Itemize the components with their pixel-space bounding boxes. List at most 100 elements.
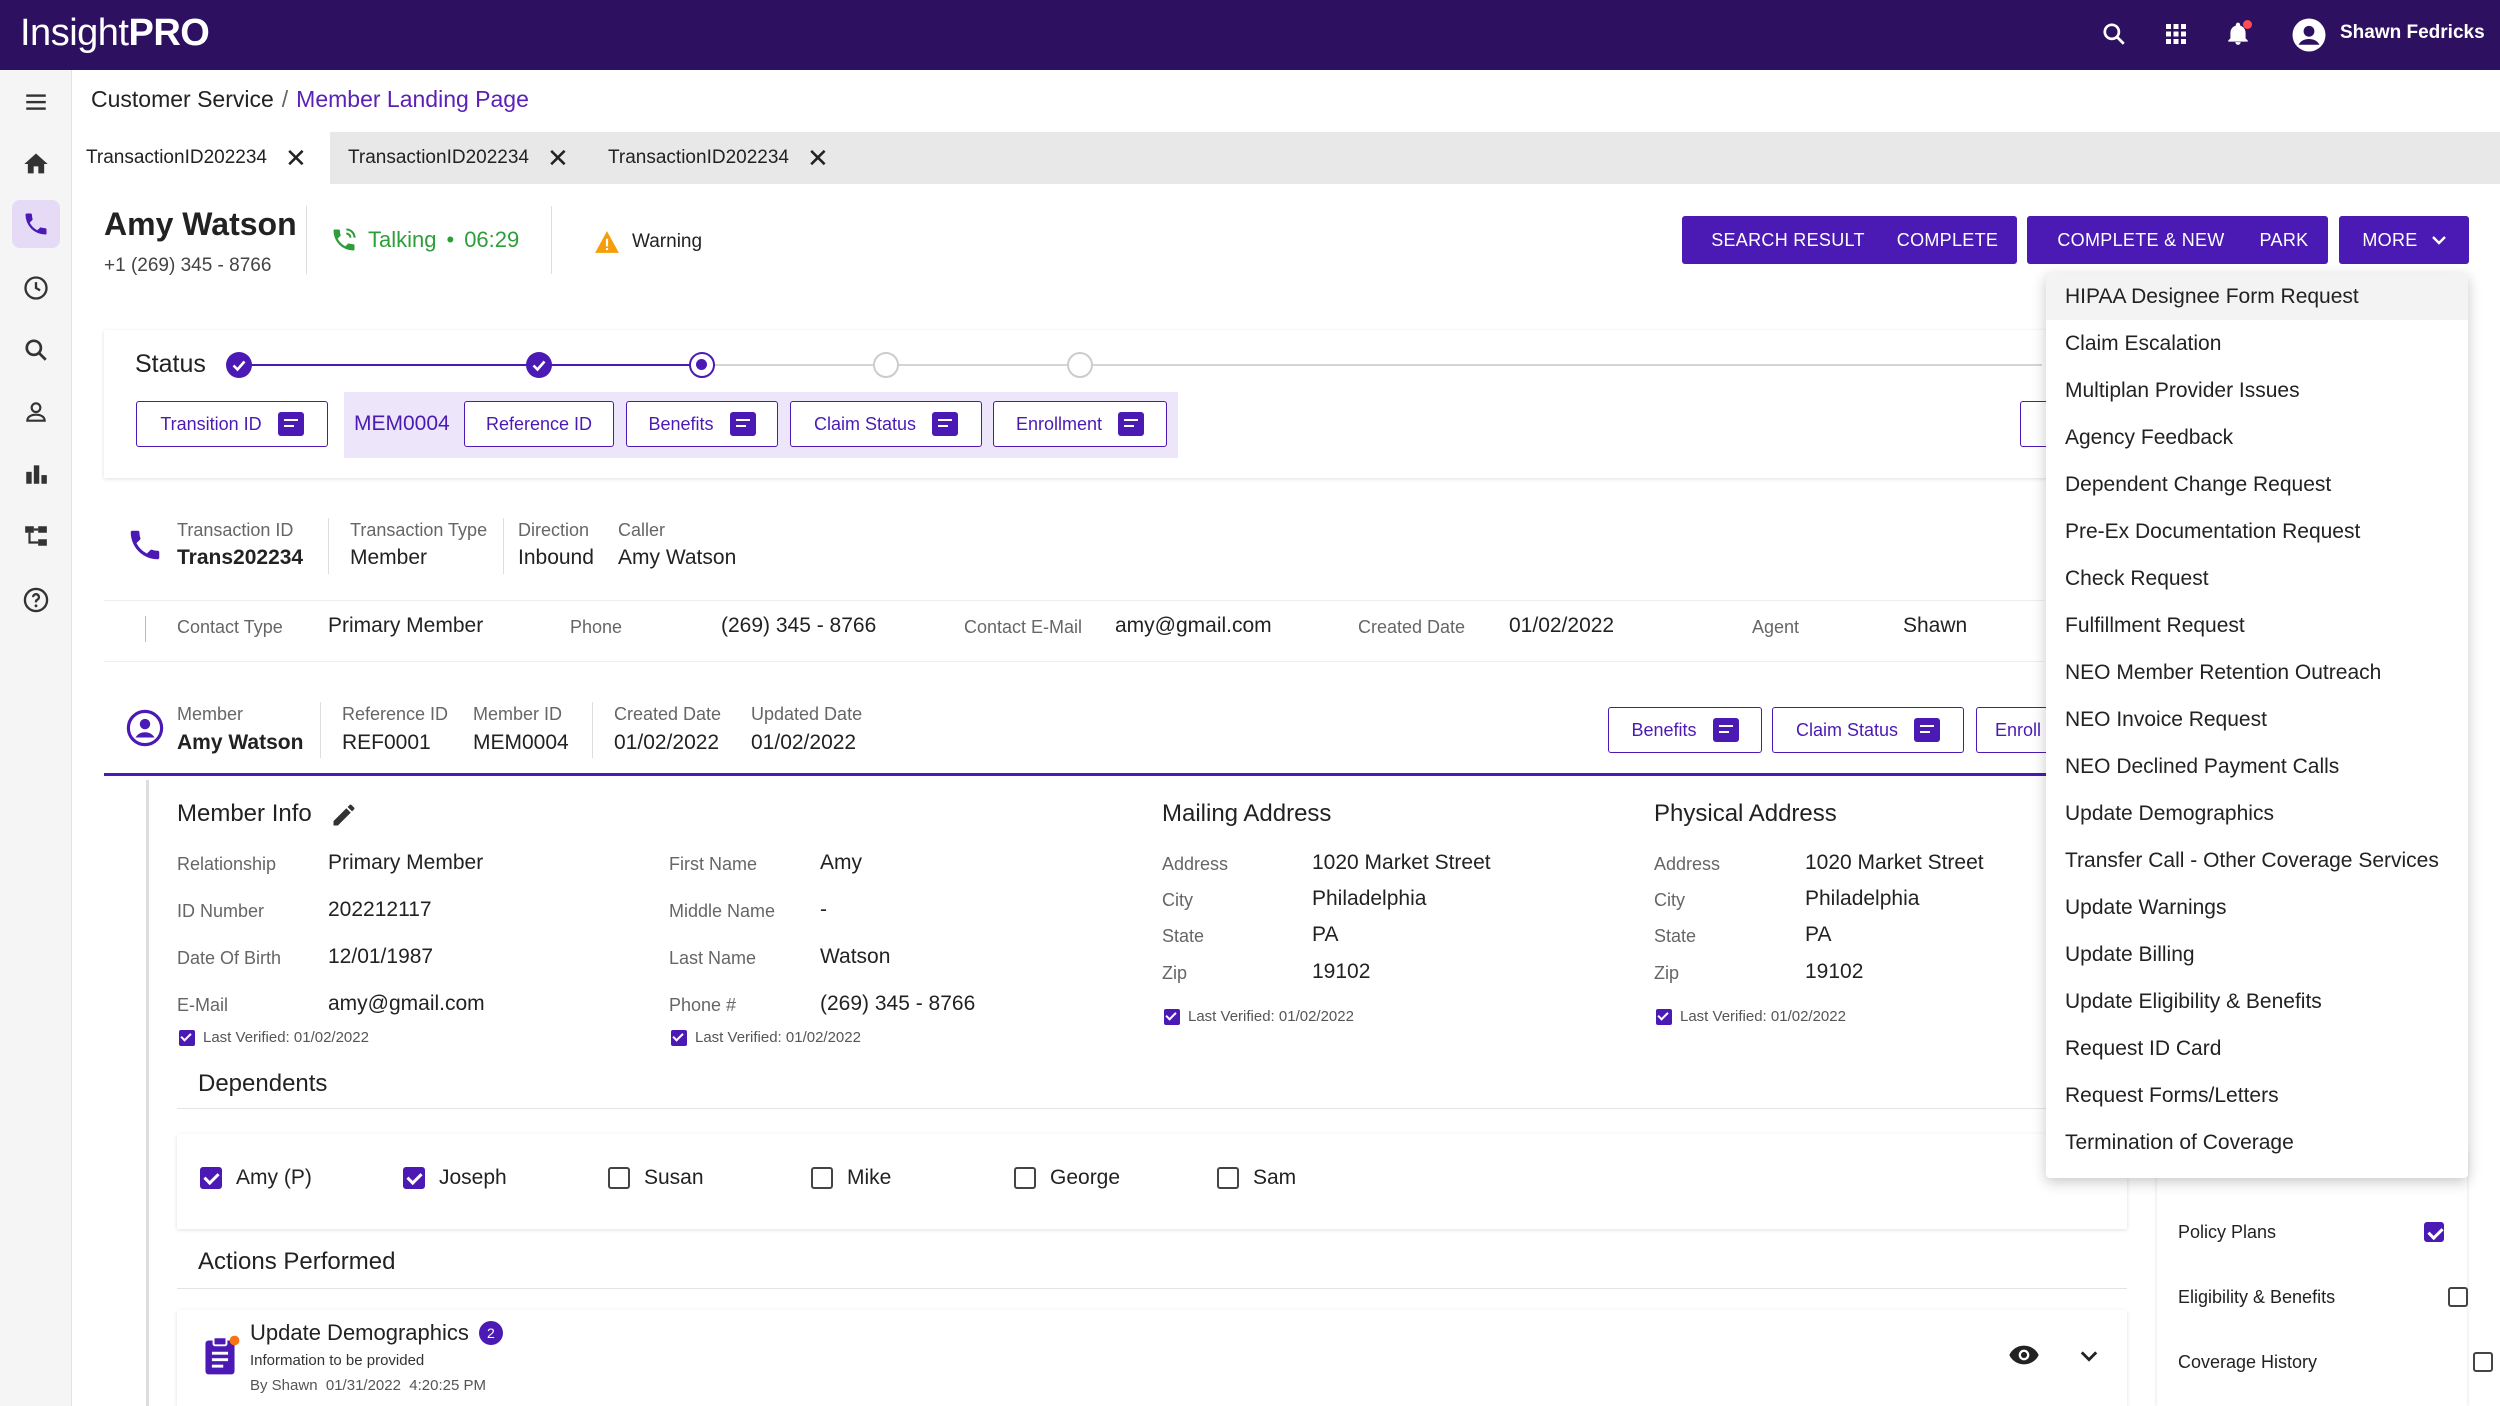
step-complete-icon[interactable]	[526, 352, 552, 378]
complete-new-button[interactable]: COMPLETE & NEW	[2027, 216, 2255, 264]
policy-plans-checkbox[interactable]	[2424, 1222, 2444, 1242]
search-nav-icon[interactable]	[12, 326, 60, 374]
verified-check-icon[interactable]	[1164, 1008, 1180, 1025]
dependent-checkbox-amy[interactable]: Amy (P)	[200, 1166, 312, 1190]
menu-item-request-forms-letters[interactable]: Request Forms/Letters	[2065, 1083, 2279, 1107]
count-badge: 2	[478, 1321, 503, 1345]
checkbox-empty-icon[interactable]	[608, 1167, 630, 1189]
menu-item-neo-invoice-request[interactable]: NEO Invoice Request	[2065, 707, 2267, 731]
physical-address-title: Physical Address	[1654, 800, 1837, 827]
bell-icon[interactable]	[2220, 16, 2256, 52]
dependent-checkbox-george[interactable]: George	[1014, 1166, 1120, 1190]
checkbox-empty-icon[interactable]	[1217, 1167, 1239, 1189]
eye-icon[interactable]	[2008, 1344, 2040, 1371]
menu-icon[interactable]	[12, 78, 60, 126]
transition-id-button[interactable]: Transition ID	[136, 401, 328, 447]
complete-button[interactable]: COMPLETE	[1878, 216, 2017, 264]
help-icon[interactable]	[12, 576, 60, 624]
email-label: E-Mail	[177, 995, 229, 1015]
divider	[177, 1108, 2127, 1109]
phone-value: (269) 345 - 8766	[721, 614, 877, 637]
menu-item-claim-escalation[interactable]: Claim Escalation	[2065, 331, 2222, 355]
divider	[320, 702, 321, 758]
menu-item-dependent-change-request[interactable]: Dependent Change Request	[2065, 472, 2332, 496]
step-pending-icon[interactable]	[873, 352, 899, 378]
menu-item-transfer-call[interactable]: Transfer Call - Other Coverage Services	[2065, 848, 2439, 872]
menu-item-update-warnings[interactable]: Update Warnings	[2065, 895, 2227, 919]
menu-item-agency-feedback[interactable]: Agency Feedback	[2065, 425, 2234, 449]
user-avatar-icon[interactable]	[2290, 16, 2328, 54]
step-pending-icon[interactable]	[1067, 352, 1093, 378]
transaction-type-label: Transaction Type	[350, 520, 488, 540]
checkbox-checked-icon[interactable]	[200, 1167, 222, 1189]
menu-item-update-billing[interactable]: Update Billing	[2065, 942, 2195, 966]
more-button[interactable]: MORE	[2339, 216, 2469, 264]
park-button[interactable]: PARK	[2240, 216, 2328, 264]
breadcrumb-parent[interactable]: Customer Service	[91, 86, 274, 112]
breadcrumb-separator: /	[281, 86, 289, 112]
app-logo[interactable]: InsightPRO	[20, 12, 210, 54]
coverage-history-checkbox[interactable]	[2472, 1352, 2493, 1372]
tab-transaction-2[interactable]: TransactionID202234 ✕	[334, 132, 583, 184]
warning-indicator[interactable]: Warning	[594, 230, 702, 254]
member-benefits-button[interactable]: Benefits	[1608, 707, 1762, 753]
tab-transaction-3[interactable]: TransactionID202234 ✕	[594, 132, 843, 184]
search-result-button[interactable]: SEARCH RESULT	[1682, 216, 1894, 264]
verified-check-icon[interactable]	[179, 1029, 195, 1046]
physical-zip-value: 19102	[1805, 960, 1864, 983]
tab-transaction-1[interactable]: TransactionID202234 ✕	[72, 132, 330, 184]
close-icon[interactable]: ✕	[546, 143, 569, 173]
caller-phone: +1 (269) 345 - 8766	[104, 255, 272, 276]
checkbox-empty-icon[interactable]	[811, 1167, 833, 1189]
dependent-checkbox-sam[interactable]: Sam	[1217, 1166, 1296, 1190]
menu-item-request-id-card[interactable]: Request ID Card	[2065, 1036, 2222, 1060]
clipboard-icon	[200, 1334, 240, 1381]
verified-check-icon[interactable]	[671, 1029, 687, 1046]
bar-chart-icon[interactable]	[12, 450, 60, 498]
checkbox-checked-icon[interactable]	[403, 1167, 425, 1189]
menu-item-pre-ex-documentation-request[interactable]: Pre-Ex Documentation Request	[2065, 519, 2361, 543]
verified-check-icon[interactable]	[1656, 1008, 1672, 1025]
edit-pencil-icon[interactable]	[330, 801, 358, 834]
member-claim-status-button[interactable]: Claim Status	[1772, 707, 1964, 753]
eligibility-benefits-checkbox[interactable]	[2448, 1287, 2469, 1307]
benefits-button[interactable]: Benefits	[626, 401, 778, 447]
phone-icon[interactable]	[12, 200, 60, 248]
eligibility-benefits-label: Eligibility & Benefits	[2178, 1287, 2336, 1307]
person-icon[interactable]	[12, 388, 60, 436]
menu-item-multiplan-provider-issues[interactable]: Multiplan Provider Issues	[2065, 378, 2300, 402]
dependent-checkbox-joseph[interactable]: Joseph	[403, 1166, 507, 1190]
chevron-down-icon[interactable]	[2080, 1349, 2098, 1367]
caller-name: Amy Watson	[104, 206, 297, 242]
hierarchy-icon[interactable]	[12, 512, 60, 560]
claim-status-button[interactable]: Claim Status	[790, 401, 982, 447]
reference-id-label: Reference ID	[342, 704, 449, 724]
clock-icon[interactable]	[12, 264, 60, 312]
home-icon[interactable]	[12, 140, 60, 188]
dependent-checkbox-susan[interactable]: Susan	[608, 1166, 704, 1190]
menu-item-fulfillment-request[interactable]: Fulfillment Request	[2065, 613, 2245, 637]
menu-item-update-demographics[interactable]: Update Demographics	[2065, 801, 2274, 825]
physical-city-label: City	[1654, 890, 1685, 910]
dependent-checkbox-mike[interactable]: Mike	[811, 1166, 891, 1190]
reference-id-button[interactable]: Reference ID	[464, 401, 614, 447]
enrollment-button[interactable]: Enrollment	[993, 401, 1167, 447]
step-complete-icon[interactable]	[226, 352, 252, 378]
phone-call-icon	[333, 228, 356, 251]
menu-item-update-eligibility-benefits[interactable]: Update Eligibility & Benefits	[2065, 989, 2322, 1013]
action-item[interactable]	[177, 1310, 2127, 1406]
apps-grid-icon[interactable]	[2158, 16, 2194, 52]
close-icon[interactable]: ✕	[806, 143, 829, 173]
verified-note: Last Verified: 01/02/2022	[1656, 1008, 1846, 1025]
menu-item-neo-declined-payment-calls[interactable]: NEO Declined Payment Calls	[2065, 754, 2340, 778]
checkbox-empty-icon[interactable]	[1014, 1167, 1036, 1189]
menu-item-check-request[interactable]: Check Request	[2065, 566, 2209, 590]
menu-item-neo-member-retention-outreach[interactable]: NEO Member Retention Outreach	[2065, 660, 2382, 684]
search-icon[interactable]	[2096, 16, 2132, 52]
menu-item-termination-of-coverage[interactable]: Termination of Coverage	[2065, 1130, 2294, 1154]
close-icon[interactable]: ✕	[284, 143, 307, 173]
step-current-icon[interactable]	[689, 352, 715, 378]
physical-state-value: PA	[1805, 923, 1832, 946]
user-name[interactable]: Shawn Fedricks	[2340, 22, 2485, 43]
menu-item-hipaa-designee-form-request[interactable]: HIPAA Designee Form Request	[2046, 273, 2468, 320]
